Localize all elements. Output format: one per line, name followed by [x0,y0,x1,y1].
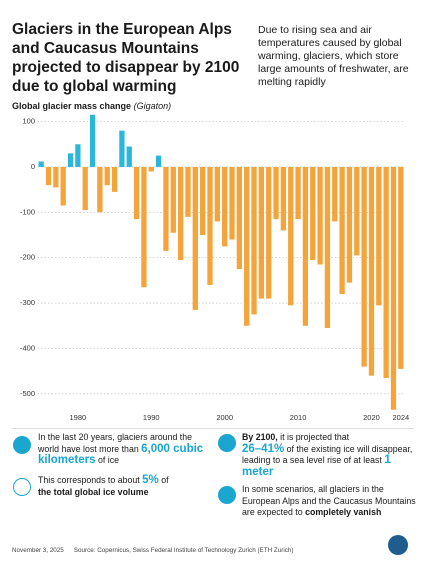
logo [388,535,408,555]
bar [383,166,389,378]
icon-mountain [218,486,236,504]
bar [280,166,287,231]
info-2: This corresponds to about 5% of the total… [38,474,208,498]
bar [200,166,206,236]
bar [236,166,242,270]
bar [244,166,250,326]
bar [251,166,257,315]
bar [207,166,213,285]
info-3: By 2100, it is projected that 26–41% of t… [242,432,417,478]
text: it is projected that [277,432,350,442]
bar [368,166,375,376]
y-axis-unit: (Gigaton) [133,101,172,111]
highlight: 26–41% [242,442,285,455]
x-tick-label: 1980 [70,413,87,422]
x-tick-label: 2000 [216,413,233,422]
source: Source: Copernicus, Swiss Federal Instit… [73,547,294,554]
bar [38,161,44,167]
bar [288,166,294,306]
bar [398,166,404,369]
bar [273,166,279,220]
y-tick-label: 0 [31,162,35,171]
bar [214,166,220,222]
text: of ice [95,455,120,465]
bar [104,166,110,186]
bar [177,166,184,260]
bar [310,166,316,260]
y-tick-label: -200 [20,253,35,262]
info-4: In some scenarios, all glaciers in the E… [242,484,417,519]
y-tick-label: -100 [20,207,35,216]
title: Glaciers in the European Alps and Caucas… [12,21,240,95]
icon-sea [218,434,236,452]
bar [97,166,103,213]
bar [53,166,59,188]
bar [339,166,345,295]
bar [75,144,81,167]
bar [141,166,147,288]
y-axis-label: Global glacier mass change (Gigaton) [12,101,171,111]
bar [163,166,169,251]
bar [354,166,360,256]
bar [346,166,353,283]
bar [332,166,338,222]
y-tick-label: -500 [20,389,35,398]
chart: 100 0 -100 -200 -300 -400 -500 1980 1990 2000 2010… [20,114,409,422]
bar [317,166,323,265]
bar [155,155,162,167]
bar [229,166,235,240]
divider [12,428,414,429]
bar [258,166,265,299]
bar [60,166,66,206]
date: November 3, 2025 [12,547,64,554]
y-axis-title: Global glacier mass change [12,101,132,111]
bold-text: the total global ice volume [38,486,149,497]
bold-text: By 2100, [242,432,278,442]
bar [170,166,176,233]
x-tick-label: 1990 [143,413,160,422]
y-tick-label: -400 [20,343,35,352]
bar [361,166,367,367]
icon-ice [13,436,31,454]
bar [390,166,397,410]
bar [192,166,198,310]
x-tick-label: 2020 [363,413,380,422]
highlight: 1 meter [242,454,391,478]
bar [185,166,191,217]
bar [148,166,154,172]
x-tick-label: 2024 [392,413,409,422]
footer: November 3, 2025 Source: Copernicus, Swis… [12,547,303,554]
icon-pie [13,478,31,496]
bar [295,166,301,220]
text: of the existing ice will disappear, lead… [242,443,413,466]
bar [302,166,309,326]
x-tick-label: 2010 [290,413,307,422]
y-tick-label: -300 [20,298,35,307]
subtitle: Due to rising sea and air temperatures c… [258,24,409,88]
bold-text: completely vanish [305,507,382,517]
bar [119,130,125,167]
highlight: 6,000 cubic kilometers [38,442,204,466]
bar [126,146,132,167]
bar [324,166,331,329]
text: This corresponds to about [38,475,143,485]
text: In the last 20 years, glaciers around th… [38,432,193,454]
bar [266,166,272,299]
text: In some scenarios, all glaciers in the E… [242,484,416,517]
text: of [158,475,169,485]
bar [45,166,52,186]
bar [82,166,88,211]
bar [89,114,96,167]
highlight: 5% [142,474,159,486]
y-tick-label: 100 [22,117,35,126]
bar [133,166,140,220]
bar [67,153,74,167]
bar [111,166,118,192]
bar [376,166,382,306]
info-1: In the last 20 years, glaciers around th… [38,432,208,467]
bar [222,166,228,247]
